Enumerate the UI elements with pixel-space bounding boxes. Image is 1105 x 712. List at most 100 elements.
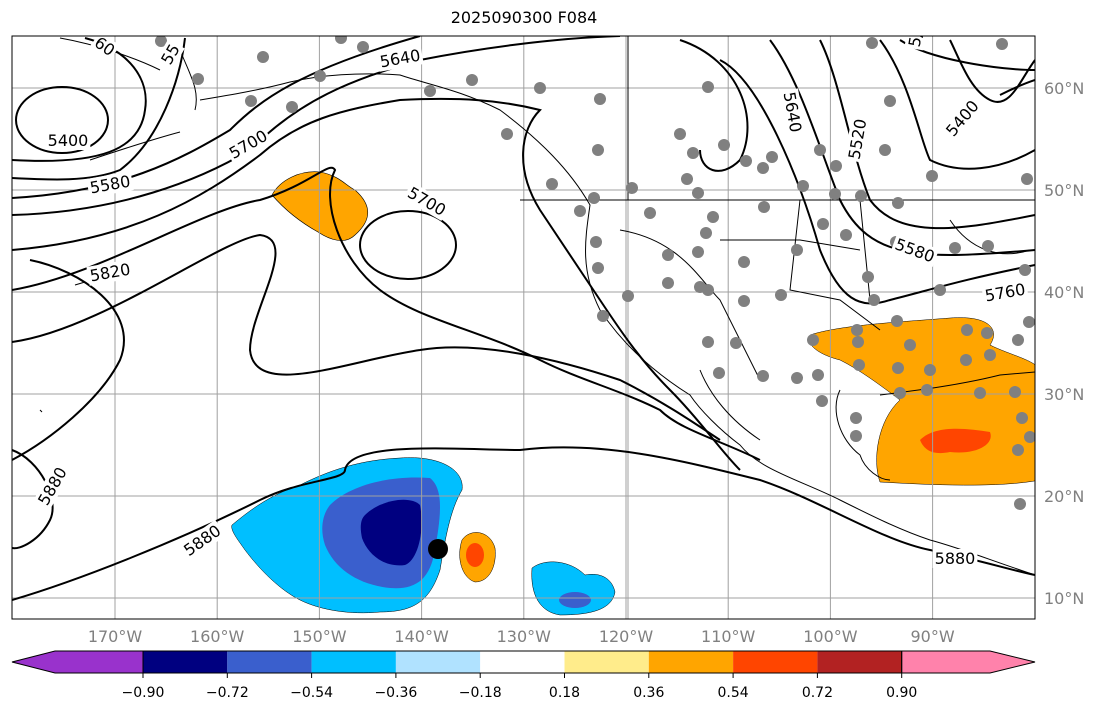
map-title: 2025090300 F084 bbox=[450, 8, 598, 27]
lat-tick-label: 30°N bbox=[1044, 385, 1084, 404]
station-dot bbox=[592, 262, 604, 274]
contour-label-background bbox=[156, 38, 185, 70]
station-dot bbox=[757, 162, 769, 174]
station-dot bbox=[924, 364, 936, 376]
positive-anomaly-southeast-us bbox=[808, 317, 1035, 486]
station-dot bbox=[713, 367, 725, 379]
station-dot bbox=[850, 412, 862, 424]
station-dot bbox=[357, 41, 369, 53]
negative-anomaly-strong bbox=[360, 499, 422, 566]
contour-label-background bbox=[33, 462, 72, 511]
contour-label-background bbox=[981, 279, 1029, 306]
colorbar-tick-label: −0.72 bbox=[206, 685, 249, 701]
colorbar-tick-label: −0.54 bbox=[290, 685, 333, 701]
station-dot bbox=[626, 182, 638, 194]
station-dot bbox=[687, 147, 699, 159]
station-dot bbox=[592, 144, 604, 156]
station-dot bbox=[866, 37, 878, 49]
station-dot bbox=[335, 36, 347, 44]
station-dot bbox=[730, 337, 742, 349]
lat-tick-label: 40°N bbox=[1044, 283, 1084, 302]
lon-tick-label: 110°W bbox=[701, 627, 756, 646]
station-dot bbox=[879, 144, 891, 156]
colorbar-tick-label: −0.18 bbox=[459, 685, 502, 701]
station-dot bbox=[590, 236, 602, 248]
station-dot bbox=[534, 82, 546, 94]
station-dot bbox=[981, 327, 993, 339]
contour-label-background bbox=[45, 131, 91, 150]
contour-label: 5580 bbox=[88, 172, 131, 198]
station-dot bbox=[192, 73, 204, 85]
station-dot bbox=[702, 81, 714, 93]
station-dot bbox=[546, 178, 558, 190]
station-dot bbox=[155, 36, 167, 47]
station-dot bbox=[1012, 334, 1024, 346]
station-dot bbox=[949, 242, 961, 254]
station-dot bbox=[840, 229, 852, 241]
map-frame bbox=[11, 35, 1036, 620]
contour-label: 5820 bbox=[88, 260, 131, 286]
station-dot bbox=[257, 51, 269, 63]
station-dot bbox=[853, 359, 865, 371]
station-dot bbox=[850, 430, 862, 442]
station-markers bbox=[155, 36, 1035, 510]
station-dot bbox=[884, 95, 896, 107]
lat-tick-label: 60°N bbox=[1044, 79, 1084, 98]
station-dot bbox=[775, 289, 787, 301]
lon-tick-label: 130°W bbox=[497, 627, 552, 646]
station-dot bbox=[594, 93, 606, 105]
station-dot bbox=[891, 315, 903, 327]
station-dot bbox=[812, 369, 824, 381]
station-dot bbox=[501, 128, 513, 140]
station-dot bbox=[718, 139, 730, 151]
station-dot bbox=[681, 173, 693, 185]
contour-label-background bbox=[89, 36, 121, 62]
station-dot bbox=[692, 246, 704, 258]
contour-label-background bbox=[376, 45, 424, 72]
lon-tick-label: 170°W bbox=[88, 627, 143, 646]
colorbar-segment bbox=[733, 651, 818, 673]
station-dot bbox=[996, 38, 1008, 50]
lat-tick-label: 10°N bbox=[1044, 589, 1084, 608]
station-dot bbox=[851, 324, 863, 336]
station-dot bbox=[757, 370, 769, 382]
positive-anomaly-tropical-core bbox=[466, 543, 484, 567]
colorbar-segment bbox=[480, 651, 565, 673]
station-dot bbox=[758, 201, 770, 213]
station-dot bbox=[466, 74, 478, 86]
colorbar-tick-label: 0.90 bbox=[886, 685, 917, 701]
colorbar-segment bbox=[648, 651, 734, 673]
station-dot bbox=[622, 290, 634, 302]
station-dot bbox=[1014, 498, 1026, 510]
station-dot bbox=[1019, 264, 1031, 276]
station-dot bbox=[960, 354, 972, 366]
station-dot bbox=[314, 70, 326, 82]
contour-label-background bbox=[86, 171, 134, 198]
lon-tick-label: 90°W bbox=[911, 627, 955, 646]
lat-tick-label: 20°N bbox=[1044, 487, 1084, 506]
contour-label: 5580 bbox=[892, 235, 937, 267]
station-dot bbox=[1021, 173, 1033, 185]
contour-label-background bbox=[402, 182, 451, 221]
station-dot bbox=[245, 95, 257, 107]
station-dot bbox=[707, 211, 719, 223]
lon-tick-label: 100°W bbox=[803, 627, 858, 646]
station-dot bbox=[588, 192, 600, 204]
station-dot bbox=[926, 170, 938, 182]
station-dot bbox=[1024, 431, 1035, 443]
station-dot bbox=[738, 256, 750, 268]
contour-label-background bbox=[844, 115, 871, 163]
contour-label-background bbox=[178, 519, 227, 562]
contour-label-background bbox=[940, 95, 985, 142]
colorbar-segment bbox=[143, 651, 228, 673]
station-dot bbox=[1009, 386, 1021, 398]
colorbar-tick-label: 0.54 bbox=[718, 685, 749, 701]
station-dot bbox=[286, 101, 298, 113]
station-dot bbox=[982, 240, 994, 252]
station-dot bbox=[738, 295, 750, 307]
station-dot bbox=[904, 339, 916, 351]
station-dot bbox=[692, 187, 704, 199]
station-dot bbox=[702, 284, 714, 296]
tropical-cyclone-marker bbox=[428, 539, 448, 559]
contour-label: 5640 bbox=[378, 46, 421, 72]
